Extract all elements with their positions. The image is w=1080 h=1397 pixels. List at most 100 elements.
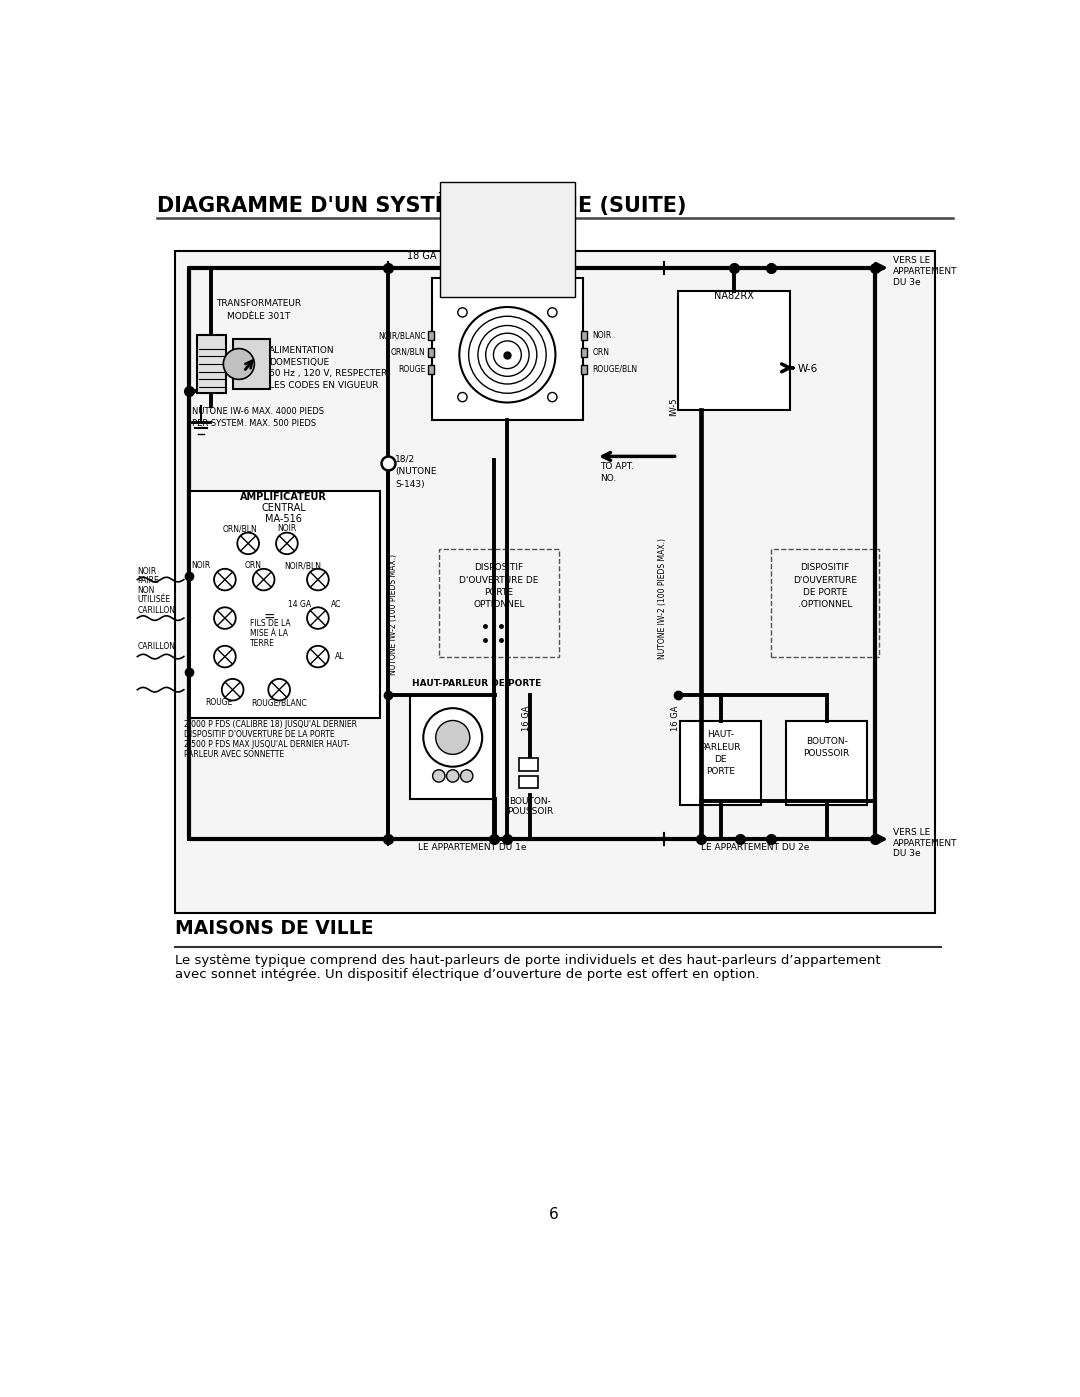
Text: DU 3e: DU 3e bbox=[893, 849, 920, 858]
Bar bbox=[428, 365, 434, 374]
Text: NUTONE IW-2 (100 PIEDS MAX.): NUTONE IW-2 (100 PIEDS MAX.) bbox=[389, 553, 397, 675]
Bar bbox=[428, 348, 434, 358]
Text: ROUGE/BLANC: ROUGE/BLANC bbox=[252, 698, 307, 707]
Text: PARLEUR AVEC SONNETTE: PARLEUR AVEC SONNETTE bbox=[184, 750, 284, 760]
Text: OPTIONNEL: OPTIONNEL bbox=[473, 601, 525, 609]
Bar bbox=[432, 278, 583, 420]
Text: =: = bbox=[264, 610, 275, 624]
Circle shape bbox=[458, 307, 467, 317]
Text: S-143): S-143) bbox=[395, 479, 426, 489]
Text: D'OUVERTURE: D'OUVERTURE bbox=[793, 576, 856, 585]
Text: HAUT-PARLEUR DE PORTE: HAUT-PARLEUR DE PORTE bbox=[413, 679, 542, 687]
Text: MA-516: MA-516 bbox=[266, 514, 302, 524]
Text: NOIR/BLN: NOIR/BLN bbox=[284, 562, 321, 570]
Text: DIAGRAMME D'UN SYSTÈME TYPIQUE (SUITE): DIAGRAMME D'UN SYSTÈME TYPIQUE (SUITE) bbox=[157, 193, 686, 217]
Text: DE PORTE: DE PORTE bbox=[802, 588, 847, 597]
Text: NO.: NO. bbox=[600, 474, 617, 483]
Text: 2,000 P FDS (CALIBRE 18) JUSQU'AL DERNIER: 2,000 P FDS (CALIBRE 18) JUSQU'AL DERNIE… bbox=[184, 721, 356, 729]
Text: (NUTONE: (NUTONE bbox=[395, 467, 437, 476]
Bar bbox=[440, 182, 576, 298]
Bar bbox=[519, 775, 538, 788]
Text: NOIR/BLANC: NOIR/BLANC bbox=[378, 331, 426, 339]
Text: 18/2: 18/2 bbox=[395, 455, 416, 464]
Text: UTILISÉE: UTILISÉE bbox=[137, 595, 171, 604]
Text: ALIMENTATION: ALIMENTATION bbox=[269, 346, 335, 355]
Text: NA82RX: NA82RX bbox=[714, 291, 754, 300]
Text: ROUGE: ROUGE bbox=[205, 698, 232, 707]
Circle shape bbox=[214, 608, 235, 629]
Text: IW-5: IW-5 bbox=[670, 397, 678, 416]
Bar bbox=[770, 549, 879, 657]
Text: Le système typique comprend des haut-parleurs de porte individuels et des haut-p: Le système typique comprend des haut-par… bbox=[175, 954, 881, 967]
Text: NOIR: NOIR bbox=[592, 331, 611, 339]
Text: HAUT-: HAUT- bbox=[707, 731, 734, 739]
Text: ORN/BLN: ORN/BLN bbox=[391, 348, 426, 358]
Text: PORTE: PORTE bbox=[484, 588, 513, 597]
Text: LE APPARTEMENT DU 2e: LE APPARTEMENT DU 2e bbox=[701, 842, 809, 852]
Text: LES CODES EN VIGUEUR: LES CODES EN VIGUEUR bbox=[269, 381, 379, 390]
Text: N482BX: N482BX bbox=[486, 279, 528, 289]
Text: TO APT.: TO APT. bbox=[600, 462, 634, 471]
Text: VERS LE: VERS LE bbox=[893, 828, 930, 837]
Bar bbox=[581, 365, 586, 374]
Bar bbox=[581, 331, 586, 339]
Bar bbox=[188, 490, 380, 718]
Circle shape bbox=[224, 349, 255, 380]
Text: PAIRE: PAIRE bbox=[137, 577, 159, 585]
Text: W-6: W-6 bbox=[798, 363, 818, 373]
Text: DISPOSITIF: DISPOSITIF bbox=[800, 563, 849, 573]
Text: NUTONE IW-2 (100 PIEDS MAX.): NUTONE IW-2 (100 PIEDS MAX.) bbox=[658, 538, 666, 659]
Text: .OPTIONNEL: .OPTIONNEL bbox=[797, 601, 852, 609]
Text: TRANSFORMATEUR: TRANSFORMATEUR bbox=[216, 299, 301, 309]
Text: avec sonnet intégrée. Un dispositif électrique d’ouverture de porte est offert e: avec sonnet intégrée. Un dispositif élec… bbox=[175, 968, 760, 981]
Text: FILS DE LA: FILS DE LA bbox=[249, 619, 291, 627]
Text: POUSSOIR: POUSSOIR bbox=[804, 749, 850, 759]
Text: 60 Hz , 120 V, RESPECTER: 60 Hz , 120 V, RESPECTER bbox=[269, 369, 388, 379]
Text: ORN: ORN bbox=[245, 562, 262, 570]
Bar bbox=[679, 721, 761, 805]
Text: 2,500 P FDS MAX JUSQU'AL DERNIER HAUT-: 2,500 P FDS MAX JUSQU'AL DERNIER HAUT- bbox=[184, 740, 349, 749]
Circle shape bbox=[458, 393, 467, 402]
Circle shape bbox=[307, 569, 328, 591]
Circle shape bbox=[548, 393, 557, 402]
Text: ROUGE/BLN: ROUGE/BLN bbox=[592, 365, 637, 374]
Text: DISPOSITIF: DISPOSITIF bbox=[474, 563, 524, 573]
Bar bbox=[232, 339, 270, 388]
Circle shape bbox=[435, 721, 470, 754]
Text: MISE À LA: MISE À LA bbox=[249, 629, 287, 638]
Bar bbox=[175, 251, 935, 914]
Text: PER SYSTEM. MAX. 500 PIEDS: PER SYSTEM. MAX. 500 PIEDS bbox=[191, 419, 315, 427]
Text: 16 GA: 16 GA bbox=[672, 705, 680, 731]
Circle shape bbox=[214, 569, 235, 591]
Circle shape bbox=[446, 770, 459, 782]
Text: MAISONS DE VILLE: MAISONS DE VILLE bbox=[175, 919, 374, 937]
Text: PARLEUR: PARLEUR bbox=[700, 743, 741, 752]
Text: DU 3e: DU 3e bbox=[893, 278, 920, 286]
Text: AMPLIFICATEUR: AMPLIFICATEUR bbox=[241, 492, 327, 503]
Text: D'OUVERTURE DE: D'OUVERTURE DE bbox=[459, 576, 539, 585]
Circle shape bbox=[423, 708, 482, 767]
Text: DE: DE bbox=[714, 756, 727, 764]
Text: BOUTON-: BOUTON- bbox=[806, 736, 848, 746]
Text: ORN: ORN bbox=[592, 348, 609, 358]
Text: NOIR: NOIR bbox=[137, 567, 157, 576]
Text: NOIR: NOIR bbox=[278, 524, 297, 534]
Text: ROUGE: ROUGE bbox=[399, 365, 426, 374]
Bar bbox=[410, 696, 496, 799]
Text: DOMESTIQUE: DOMESTIQUE bbox=[269, 358, 329, 367]
Circle shape bbox=[307, 645, 328, 668]
Text: BOUTON-: BOUTON- bbox=[510, 796, 551, 806]
Text: 14 GA: 14 GA bbox=[288, 599, 311, 609]
Text: 6: 6 bbox=[549, 1207, 558, 1222]
Text: VERS LE: VERS LE bbox=[893, 257, 930, 265]
Text: CARILLON: CARILLON bbox=[137, 606, 175, 615]
Circle shape bbox=[238, 532, 259, 555]
Circle shape bbox=[307, 608, 328, 629]
Circle shape bbox=[268, 679, 291, 700]
Text: ORN/BLN: ORN/BLN bbox=[224, 524, 258, 534]
Text: 16 GA: 16 GA bbox=[522, 705, 531, 731]
Text: APPARTEMENT: APPARTEMENT bbox=[893, 267, 958, 277]
Text: AL: AL bbox=[335, 652, 345, 661]
Text: 18 GA: 18 GA bbox=[407, 250, 436, 260]
Circle shape bbox=[548, 307, 557, 317]
